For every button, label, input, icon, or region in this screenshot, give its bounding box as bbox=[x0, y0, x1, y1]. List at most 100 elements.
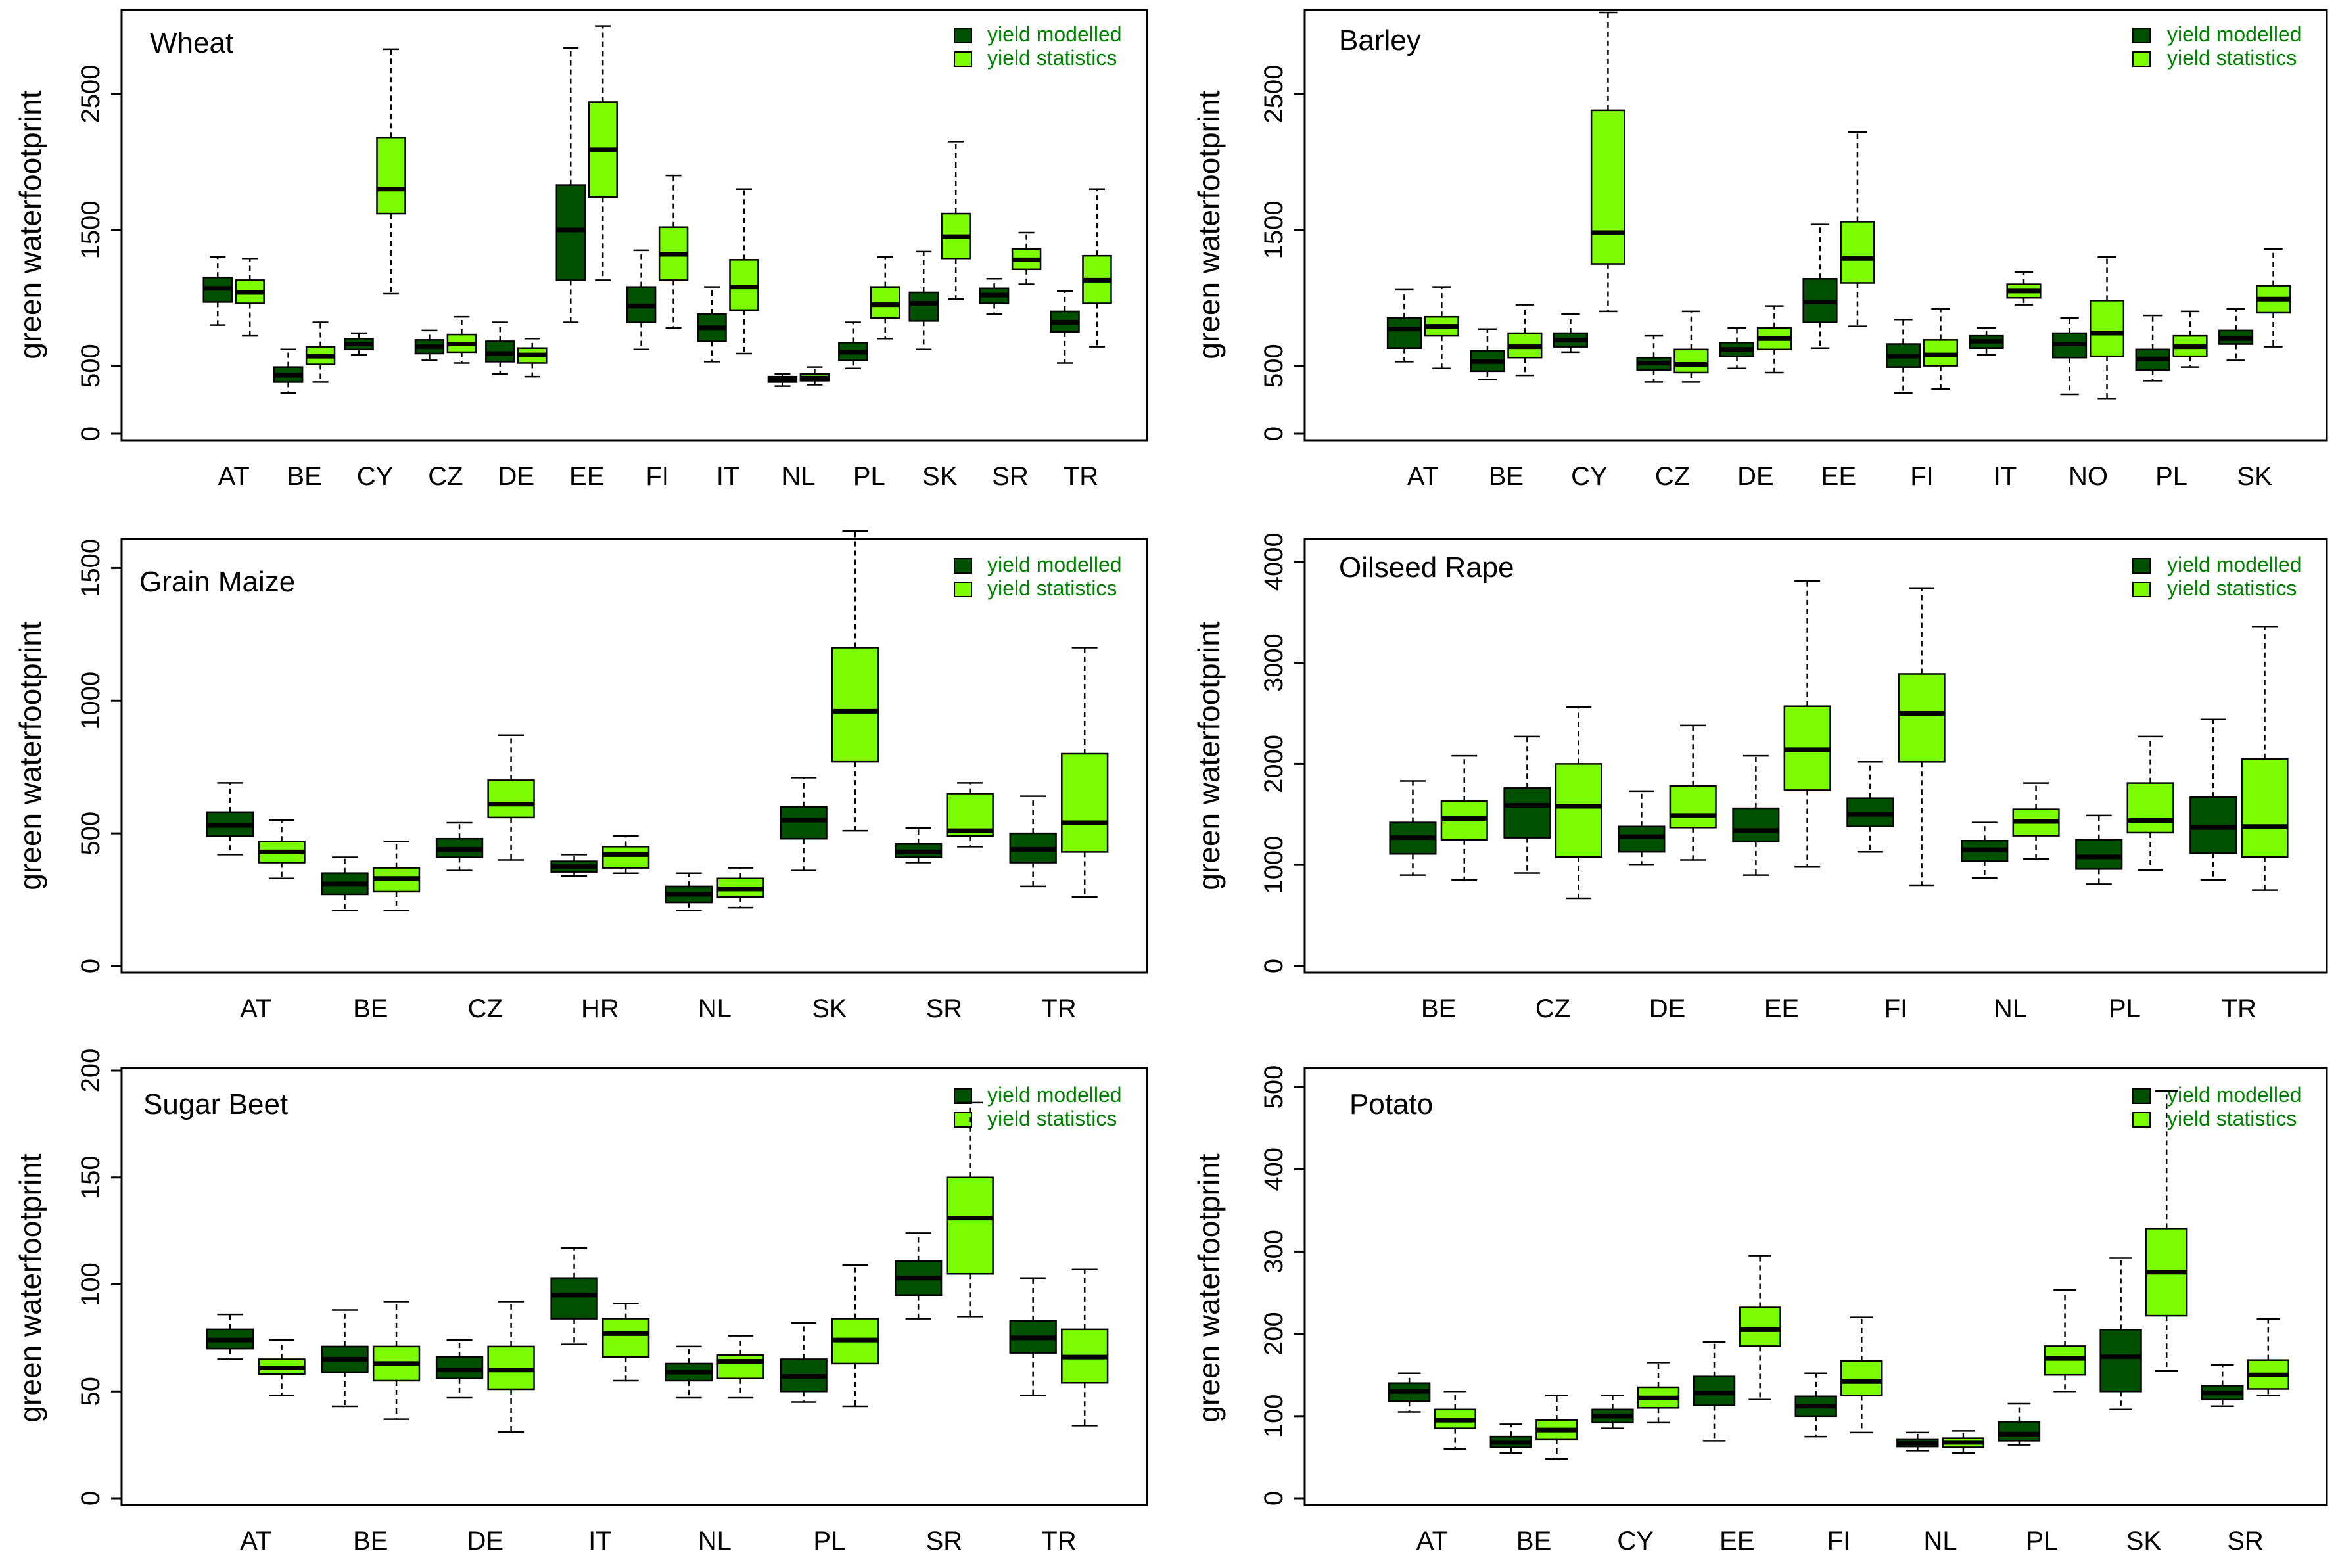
box-iqr bbox=[831, 647, 879, 763]
box-statistics bbox=[946, 1101, 994, 1318]
x-tick-label: IT bbox=[588, 1527, 612, 1556]
legend: yield modelled yield statistics bbox=[954, 553, 1122, 600]
panel-barley: Barley green waterfootprint yield modell… bbox=[1192, 9, 2328, 491]
box-modelled bbox=[2218, 308, 2254, 361]
box-statistics bbox=[588, 25, 618, 281]
box-statistics bbox=[1923, 308, 1959, 390]
box-statistics bbox=[799, 366, 830, 386]
box-statistics bbox=[1061, 1268, 1109, 1427]
box-modelled bbox=[1961, 821, 2009, 879]
legend-swatch-modelled bbox=[954, 558, 972, 574]
y-axis: 0 50 100 150 200 bbox=[76, 1049, 122, 1506]
plot-frame bbox=[120, 538, 1148, 974]
panel-grain-maize: Grain Maize green waterfootprint yield m… bbox=[13, 530, 1148, 1023]
y-tick-label: 2500 bbox=[1259, 65, 1288, 124]
box-modelled bbox=[2052, 317, 2088, 396]
box-iqr bbox=[716, 1354, 764, 1379]
box-modelled bbox=[1802, 223, 1838, 349]
x-tick-label: PL bbox=[2109, 994, 2141, 1023]
box-iqr bbox=[601, 846, 650, 869]
panel-title: Grain Maize bbox=[139, 566, 295, 598]
x-axis: BE CZ DE EE FI NL PL TR bbox=[1421, 994, 2256, 1023]
plot-frame bbox=[120, 9, 1148, 442]
x-axis: AT BE CY CZ DE EE FI IT NL PL SK SR TR bbox=[218, 462, 1099, 491]
y-tick-label: 2500 bbox=[76, 65, 105, 124]
plot-frame bbox=[1303, 9, 2328, 442]
box-iqr bbox=[487, 779, 535, 819]
x-tick-label: NL bbox=[1924, 1527, 1957, 1556]
y-tick-label: 0 bbox=[76, 959, 105, 973]
x-tick-label: CZ bbox=[1655, 462, 1690, 491]
box-statistics bbox=[2126, 735, 2174, 871]
box-iqr bbox=[780, 806, 828, 840]
y-axis-label: green waterfootprint bbox=[13, 90, 47, 359]
box-statistics bbox=[2089, 256, 2125, 400]
box-iqr bbox=[376, 136, 406, 215]
legend-swatch-modelled bbox=[2132, 1088, 2151, 1104]
box-modelled bbox=[273, 348, 304, 394]
box-iqr bbox=[1618, 825, 1666, 853]
box-iqr bbox=[555, 184, 586, 281]
box-statistics bbox=[1637, 1362, 1680, 1424]
x-tick-label: NL bbox=[1994, 994, 2027, 1023]
y-tick-label: 4000 bbox=[1259, 532, 1288, 591]
box-modelled bbox=[665, 1345, 713, 1399]
x-tick-label: NL bbox=[698, 994, 732, 1023]
box-modelled bbox=[894, 1232, 943, 1320]
box-iqr bbox=[2241, 758, 2289, 858]
box-modelled bbox=[321, 856, 369, 911]
box-modelled bbox=[1386, 288, 1422, 363]
box-iqr bbox=[1061, 752, 1109, 853]
box-modelled bbox=[2075, 814, 2123, 885]
box-modelled bbox=[2201, 1364, 2244, 1408]
y-tick-label: 1500 bbox=[76, 539, 105, 597]
box-statistics bbox=[2241, 625, 2289, 891]
box-modelled bbox=[1732, 754, 1780, 876]
x-tick-label: NO bbox=[2069, 462, 2108, 491]
box-iqr bbox=[1590, 109, 1625, 265]
x-tick-label: NL bbox=[782, 462, 815, 491]
box-modelled bbox=[1503, 735, 1551, 874]
legend-swatch-statistics bbox=[954, 51, 972, 67]
y-tick-label: 500 bbox=[1259, 344, 1288, 388]
box-statistics bbox=[258, 1339, 306, 1397]
panel-title: Barley bbox=[1339, 24, 1421, 57]
x-tick-label: FI bbox=[1884, 994, 1908, 1023]
box-statistics bbox=[2012, 782, 2060, 860]
panel-title: Potato bbox=[1349, 1088, 1433, 1120]
box-statistics bbox=[376, 48, 406, 295]
box-series bbox=[1386, 11, 2291, 400]
y-tick-label: 500 bbox=[76, 344, 105, 388]
box-modelled bbox=[1636, 334, 1672, 383]
x-tick-label: NL bbox=[698, 1527, 732, 1556]
x-axis: AT BE DE IT NL PL SR TR bbox=[240, 1527, 1076, 1556]
x-tick-label: PL bbox=[813, 1527, 845, 1556]
x-tick-label: CY bbox=[357, 462, 394, 491]
y-tick-label: 500 bbox=[1259, 1065, 1288, 1109]
y-tick-label: 0 bbox=[1259, 959, 1288, 973]
x-tick-label: SK bbox=[922, 462, 958, 491]
box-iqr bbox=[1503, 787, 1551, 839]
box-statistics bbox=[1061, 647, 1109, 898]
y-tick-label: 200 bbox=[1259, 1312, 1288, 1356]
box-series bbox=[206, 1101, 1109, 1433]
box-statistics bbox=[658, 174, 689, 329]
box-modelled bbox=[979, 278, 1010, 315]
x-tick-label: SR bbox=[926, 994, 963, 1023]
panel-title: Oilseed Rape bbox=[1339, 551, 1514, 584]
legend-label-modelled: yield modelled bbox=[2167, 553, 2302, 576]
x-tick-label: DE bbox=[498, 462, 535, 491]
box-modelled bbox=[1719, 327, 1755, 369]
box-modelled bbox=[697, 286, 727, 363]
box-statistics bbox=[446, 315, 477, 364]
box-statistics bbox=[601, 835, 650, 874]
box-statistics bbox=[1434, 1391, 1476, 1450]
box-statistics bbox=[487, 1301, 535, 1433]
box-iqr bbox=[1386, 317, 1422, 349]
x-tick-label: EE bbox=[1719, 1527, 1754, 1556]
box-iqr bbox=[2126, 782, 2174, 834]
legend-label-modelled: yield modelled bbox=[2167, 22, 2302, 46]
legend-swatch-statistics bbox=[954, 1112, 972, 1128]
box-modelled bbox=[1969, 327, 2004, 356]
